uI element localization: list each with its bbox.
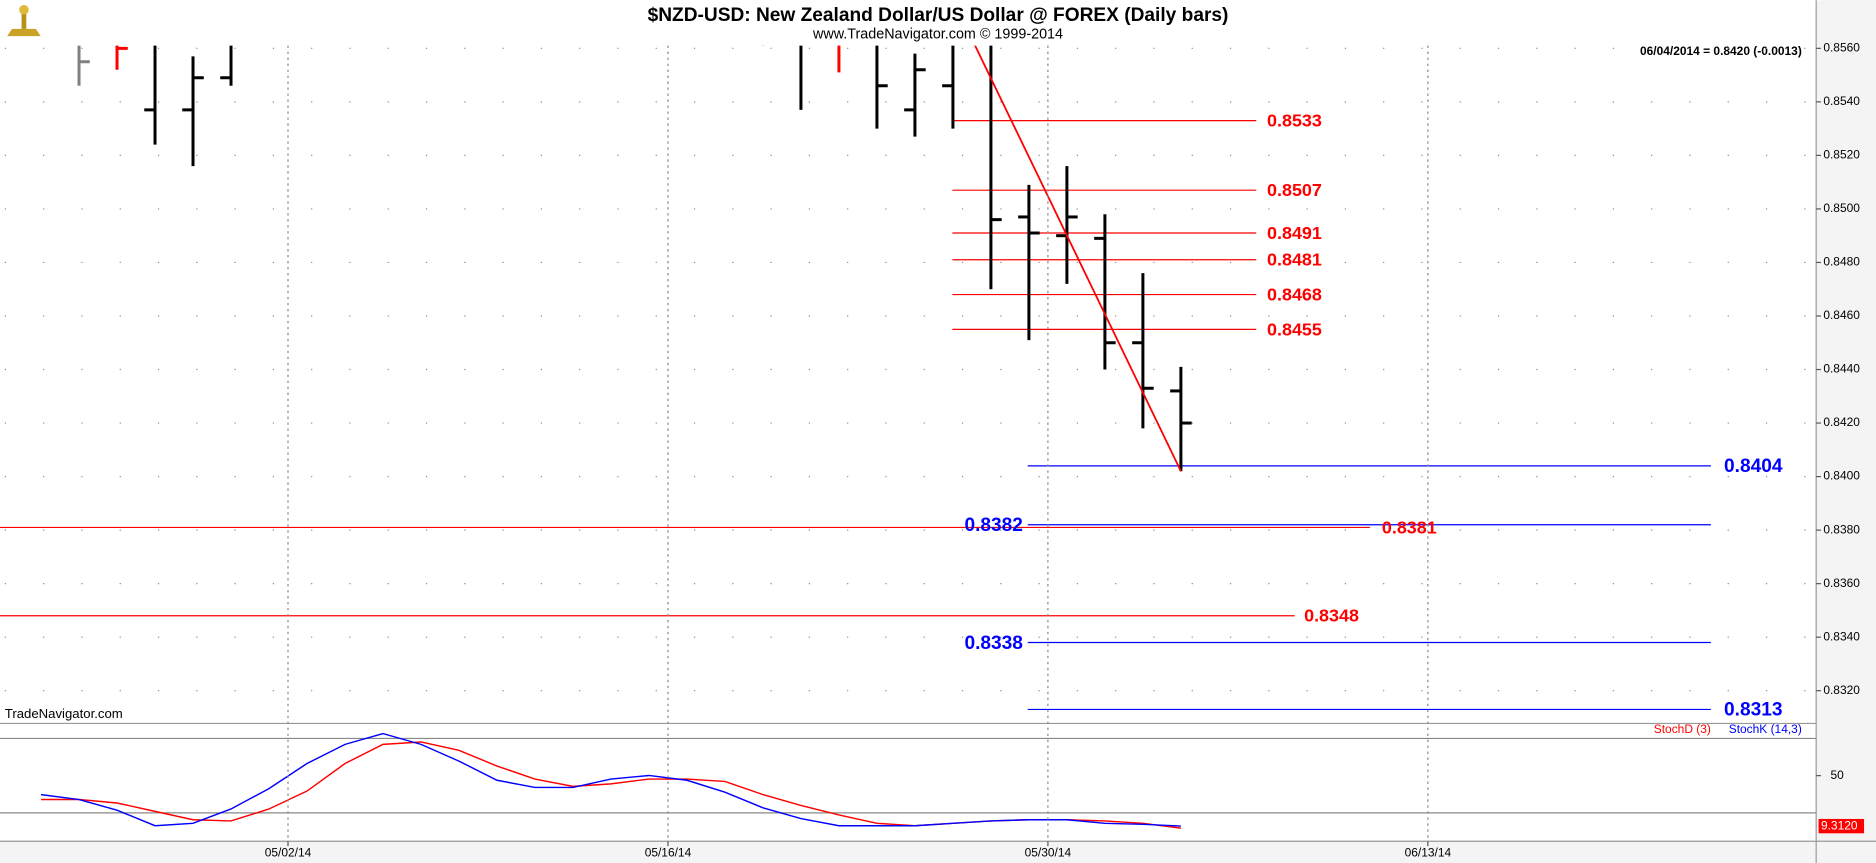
level-label: 0.8468 — [1267, 285, 1322, 305]
stoch-plot — [0, 732, 1817, 829]
y-tick-label: 0.8440 — [1823, 362, 1860, 376]
value-label: 9.3120 — [1821, 818, 1858, 832]
level-label: 0.8455 — [1267, 319, 1322, 339]
price-plot — [0, 45, 1817, 711]
level-label: 0.8491 — [1267, 223, 1322, 243]
watermark: TradeNavigator.com — [5, 706, 123, 721]
legend-entry: StochK (14,3) — [1729, 722, 1802, 736]
x-tick-label: 05/16/14 — [645, 845, 692, 859]
trendline — [974, 45, 1182, 472]
level-label: 0.8404 — [1724, 456, 1783, 477]
level-label: 0.8382 — [964, 515, 1022, 536]
y-tick-label: 0.8400 — [1823, 469, 1860, 483]
chart-subtitle: www.TradeNavigator.com © 1999-2014 — [812, 27, 1063, 43]
stoch-line — [40, 732, 1181, 827]
date-axis-panel — [0, 841, 1876, 863]
level-label: 0.8338 — [964, 633, 1023, 654]
level-label: 0.8381 — [1382, 517, 1437, 537]
x-tick-label: 06/13/14 — [1405, 845, 1452, 859]
axis-panel — [1816, 0, 1876, 863]
legend-entry: StochD (3) — [1654, 722, 1711, 736]
level-label: 0.8507 — [1267, 180, 1322, 200]
y-tick-label: 50 — [1831, 768, 1845, 782]
level-label: 0.8481 — [1267, 250, 1322, 270]
y-tick-label: 0.8520 — [1823, 148, 1860, 162]
y-tick-label: 0.8360 — [1823, 576, 1860, 590]
level-label: 0.8348 — [1304, 606, 1359, 626]
x-tick-label: 05/02/14 — [265, 845, 312, 859]
y-tick-label: 0.8320 — [1823, 683, 1860, 697]
last-price: 06/04/2014 = 0.8420 (-0.0013) — [1640, 44, 1802, 58]
value-label-box — [1818, 818, 1865, 834]
y-tick-label: 0.8560 — [1823, 40, 1860, 54]
y-tick-label: 0.8540 — [1823, 94, 1860, 108]
y-tick-label: 0.8500 — [1823, 201, 1860, 215]
y-tick-label: 0.8420 — [1823, 415, 1860, 429]
level-label: 0.8313 — [1724, 700, 1783, 721]
y-tick-label: 0.8480 — [1823, 255, 1860, 269]
y-tick-label: 0.8380 — [1823, 522, 1860, 536]
y-tick-label: 0.8460 — [1823, 308, 1860, 322]
x-tick-label: 05/30/14 — [1025, 845, 1072, 859]
chart-title: $NZD-USD: New Zealand Dollar/US Dollar @… — [648, 5, 1229, 26]
logo — [7, 4, 41, 37]
level-label: 0.8533 — [1267, 111, 1322, 131]
y-tick-label: 0.8340 — [1823, 629, 1860, 643]
